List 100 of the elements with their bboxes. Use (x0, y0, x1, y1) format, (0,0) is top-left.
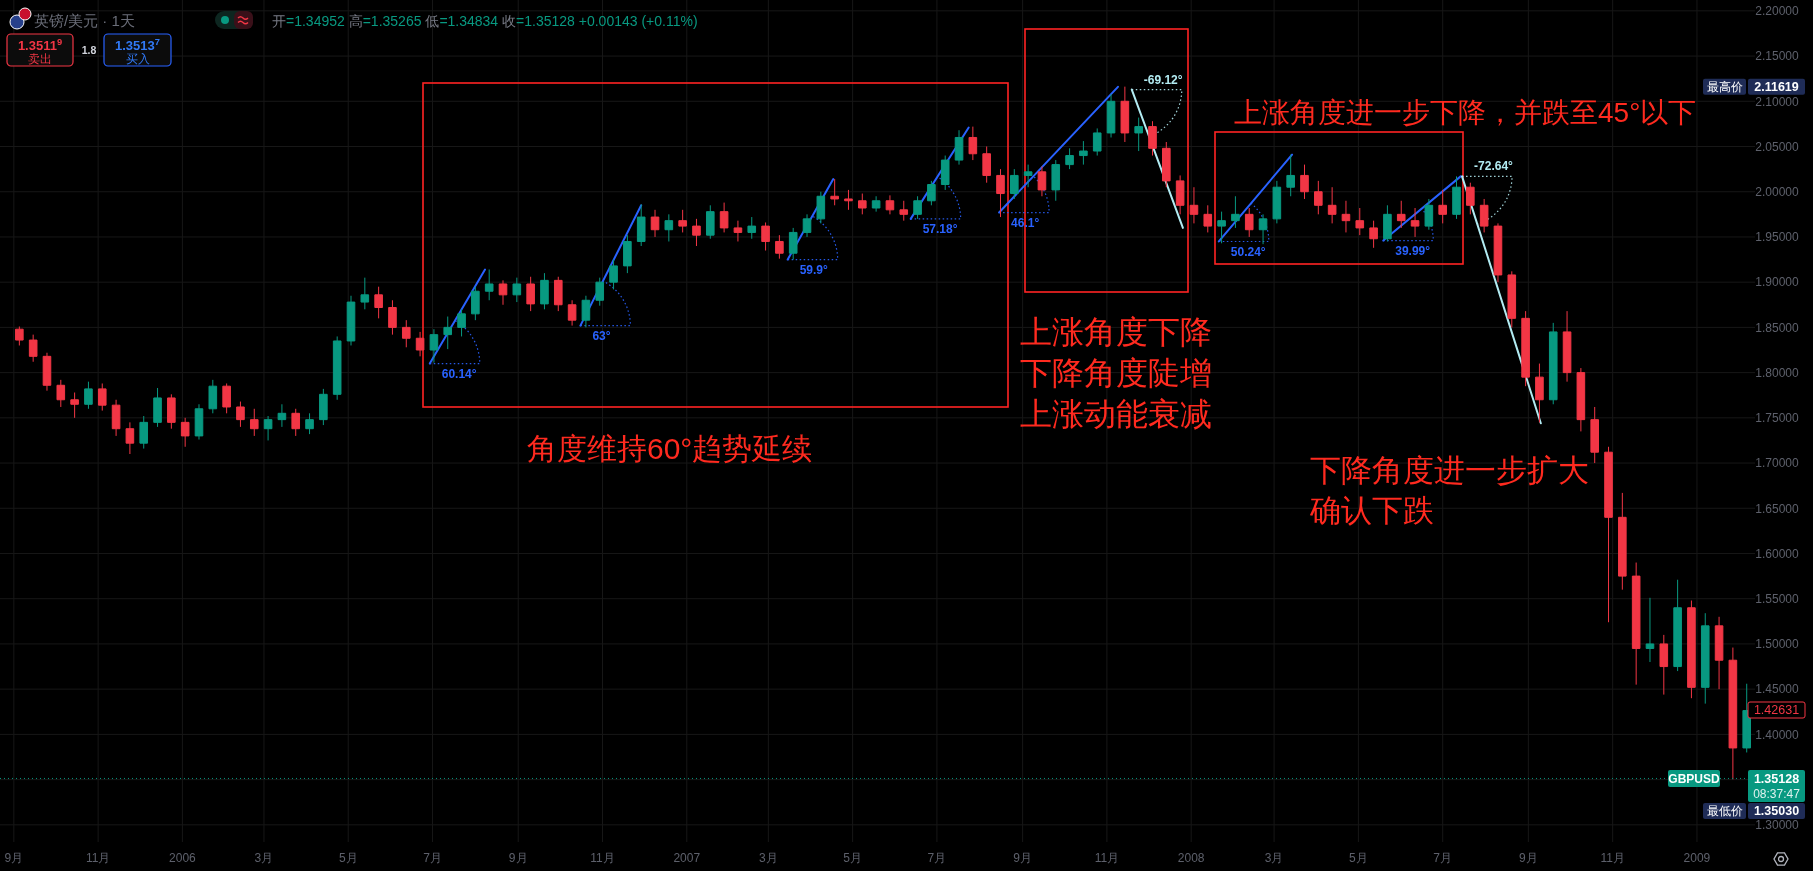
y-tick-label: 1.95000 (1755, 230, 1800, 245)
candlestick (940, 155, 950, 191)
candlestick (1714, 616, 1724, 690)
annotation: 角度维持60°趋势延续 (527, 432, 813, 465)
candlestick (1410, 207, 1420, 238)
candlestick (913, 195, 922, 220)
candlestick (457, 308, 466, 337)
candlestick (1466, 182, 1475, 215)
y-tick-label: 2.00000 (1755, 185, 1800, 200)
x-tick-label: 9月 (1519, 851, 1538, 865)
annotation: 1.35030 (1753, 804, 1800, 819)
x-tick-label: 7月 (1433, 851, 1453, 865)
annotation: 1.42631 (1753, 703, 1800, 718)
candlestick (1120, 86, 1130, 143)
y-tick-label: 1.45000 (1755, 682, 1800, 697)
y-tick-label: 1.70000 (1755, 456, 1800, 471)
candlestick (180, 417, 190, 448)
series-label: 60.14° (441, 367, 477, 382)
y-tick-label: 1.90000 (1755, 275, 1800, 290)
x-tick-label: 2008 (1177, 851, 1205, 865)
candlestick (429, 328, 439, 364)
candlestick (249, 408, 259, 437)
candlestick (1659, 634, 1669, 696)
candlestick (540, 272, 549, 310)
candlestick (1438, 189, 1447, 224)
candlestick (1327, 186, 1337, 224)
candlestick (567, 299, 577, 327)
x-tick-label: 2007 (673, 851, 701, 865)
x-tick-label: 3月 (758, 851, 778, 865)
candlestick (1548, 322, 1558, 405)
annotation: 最高价 (1706, 79, 1743, 94)
candlestick (899, 200, 909, 222)
candlestick (1396, 200, 1406, 229)
candlestick (719, 202, 729, 233)
candlestick (401, 319, 411, 348)
candlestick (28, 334, 38, 363)
candlestick (858, 193, 867, 215)
candlestick (1037, 165, 1047, 197)
candlestick (1258, 213, 1268, 245)
candlestick (1286, 154, 1295, 197)
candlestick (1272, 180, 1282, 224)
candlestick (1687, 600, 1696, 699)
candlestick (319, 388, 328, 426)
candlestick (1300, 164, 1309, 200)
x-tick-label: 11月 (590, 851, 615, 865)
x-tick-label: 9月 (4, 851, 24, 865)
x-tick-label: 2009 (1683, 851, 1711, 865)
annotation: 1.3511$^{9}$ (17, 37, 63, 53)
candlestick (761, 221, 770, 252)
y-tick-label: 1.85000 (1755, 320, 1800, 335)
candlestick (1079, 140, 1088, 166)
candlestick (374, 286, 383, 319)
y-tick-label: 1.40000 (1755, 727, 1800, 742)
candlestick (1452, 175, 1461, 220)
candlestick (553, 276, 563, 312)
candlestick (1576, 367, 1586, 432)
y-tick-label: 2.05000 (1755, 139, 1800, 154)
annotation: 下降角度陡增 (1020, 355, 1212, 391)
annotation: 1.35128 (1753, 771, 1800, 786)
text: 英镑/美元 · 1天 (34, 12, 135, 29)
candlestick (153, 387, 162, 428)
candlestick (291, 408, 301, 437)
candlestick (1604, 446, 1613, 623)
candlestick (830, 178, 839, 206)
annotation: 上涨动能衰减 (1020, 396, 1212, 432)
x-tick-label: 9月 (1013, 851, 1032, 865)
annotation: 2.11619 (1754, 79, 1799, 94)
candlestick (222, 382, 231, 414)
candlestick (1355, 207, 1365, 236)
candlestick (802, 213, 812, 238)
candlestick (788, 227, 798, 261)
candlestick (692, 218, 701, 247)
y-tick-label: 1.65000 (1755, 501, 1800, 516)
candlestick (623, 234, 632, 274)
candlestick (1051, 159, 1061, 202)
annotation: 买入 (125, 52, 150, 65)
candlestick (996, 168, 1005, 218)
candlestick (1493, 222, 1503, 283)
series-label: 57.18° (922, 222, 958, 237)
candlestick (844, 189, 853, 211)
candlestick (1244, 207, 1254, 238)
candlestick (1314, 180, 1323, 215)
candlestick (1106, 93, 1116, 138)
candlestick (609, 259, 618, 290)
candlestick (42, 352, 52, 392)
candlestick (650, 209, 660, 238)
candlestick (139, 415, 149, 450)
y-tick-label: 1.55000 (1755, 592, 1800, 607)
candlestick (1231, 195, 1240, 229)
candlestick (982, 146, 991, 184)
x-tick-label: 3月 (254, 851, 274, 865)
candlestick (1010, 168, 1019, 200)
candlestick (208, 379, 218, 414)
candlestick (1618, 492, 1627, 591)
candlestick (236, 401, 245, 428)
x-tick-label: 3月 (1264, 851, 1284, 865)
candlestick (1369, 220, 1378, 249)
text: 开=1.34952 高=1.35265 低=1.34834 收=1.35128 +0.00143 (+0.11%) (272, 13, 698, 29)
candlestick (1341, 200, 1351, 233)
candlestick (1217, 211, 1226, 244)
